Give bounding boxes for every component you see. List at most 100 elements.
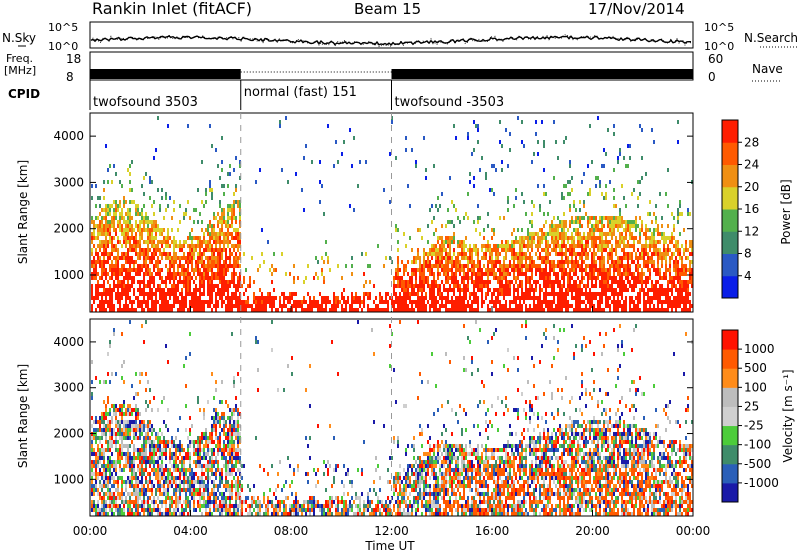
rti-cell <box>409 280 411 284</box>
rti-cell <box>605 292 607 296</box>
rti-cell <box>173 252 175 256</box>
rti-cell <box>545 252 547 256</box>
rti-cell <box>149 288 151 292</box>
rti-cell <box>601 220 603 224</box>
rti-cell <box>677 260 679 264</box>
rti-cell <box>155 436 157 440</box>
rti-cell <box>641 220 643 224</box>
rti-cell <box>153 456 155 460</box>
rti-cell <box>439 256 441 260</box>
rti-cell <box>221 272 223 276</box>
rti-cell <box>309 304 311 308</box>
rti-cell <box>405 280 407 284</box>
rti-cell <box>207 228 209 232</box>
rti-cell <box>233 272 235 276</box>
rti-cell <box>573 240 575 244</box>
rti-cell <box>547 252 549 256</box>
rti-cell <box>557 232 559 236</box>
rti-cell <box>169 252 171 256</box>
rti-cell <box>425 260 427 264</box>
rti-cell <box>597 244 599 248</box>
rti-cell <box>431 256 433 260</box>
rti-cell <box>685 284 687 288</box>
colorbar-tick-label: 16 <box>744 202 759 216</box>
rti-cell <box>101 436 103 440</box>
rti-cell <box>163 280 165 284</box>
rti-cell <box>467 276 469 280</box>
rti-cell <box>209 256 211 260</box>
rti-cell <box>559 220 561 224</box>
rti-cell <box>545 256 547 260</box>
rti-cell <box>169 268 171 272</box>
rti-cell <box>563 232 565 236</box>
rti-cell <box>487 240 489 244</box>
rti-cell <box>607 304 609 308</box>
rti-cell <box>135 484 137 488</box>
rti-cell <box>669 240 671 244</box>
rti-cell <box>363 304 365 308</box>
rti-cell <box>449 300 451 304</box>
rti-cell <box>543 260 545 264</box>
rti-cell <box>335 304 337 308</box>
rti-cell <box>147 504 149 508</box>
rti-cell <box>291 308 293 312</box>
rti-cell <box>443 296 445 300</box>
rti-cell <box>271 296 273 300</box>
rti-cell <box>499 292 501 296</box>
rti-cell <box>131 456 133 460</box>
rti-cell <box>205 200 207 204</box>
rti-cell <box>585 244 587 248</box>
rti-cell <box>127 492 129 496</box>
rti-cell <box>117 480 119 484</box>
rti-cell <box>587 192 589 196</box>
rti-cell <box>147 232 149 236</box>
rti-cell <box>559 304 561 308</box>
rti-cell <box>301 188 303 192</box>
rti-cell <box>127 232 129 236</box>
rti-cell <box>111 496 113 500</box>
rti-cell <box>567 304 569 308</box>
rti-cell <box>401 296 403 300</box>
rti-cell <box>681 300 683 304</box>
rti-cell <box>355 292 357 296</box>
rti-cell <box>541 272 543 276</box>
rti-cell <box>141 452 143 456</box>
rti-cell <box>109 164 111 168</box>
rti-cell <box>235 304 237 308</box>
rti-cell <box>231 296 233 300</box>
rti-cell <box>211 244 213 248</box>
rti-cell <box>643 272 645 276</box>
rti-cell <box>687 212 689 216</box>
rti-cell <box>439 248 441 252</box>
rti-cell <box>539 276 541 280</box>
rti-cell <box>109 436 111 440</box>
rti-cell <box>315 304 317 308</box>
rti-cell <box>591 252 593 256</box>
rti-cell <box>141 420 143 424</box>
rti-cell <box>159 508 161 512</box>
rti-cell <box>133 268 135 272</box>
rti-cell <box>427 280 429 284</box>
rti-cell <box>103 260 105 264</box>
rti-cell <box>127 432 129 436</box>
rti-cell <box>91 380 93 384</box>
rti-cell <box>621 220 623 224</box>
rti-cell <box>629 144 631 148</box>
power-colorbar-label: Power [dB] <box>779 179 793 244</box>
rti-cell <box>149 176 151 180</box>
rti-cell <box>467 256 469 260</box>
rti-cell <box>635 296 637 300</box>
rti-cell <box>541 232 543 236</box>
rti-cell <box>103 272 105 276</box>
rti-cell <box>517 308 519 312</box>
colorbar-tick-label: 24 <box>744 158 759 172</box>
rti-cell <box>621 272 623 276</box>
rti-cell <box>147 240 149 244</box>
rti-cell <box>215 284 217 288</box>
rti-cell <box>129 300 131 304</box>
rti-cell <box>113 476 115 480</box>
rti-cell <box>427 224 429 228</box>
rti-cell <box>577 228 579 232</box>
rti-cell <box>345 304 347 308</box>
rti-cell <box>143 484 145 488</box>
